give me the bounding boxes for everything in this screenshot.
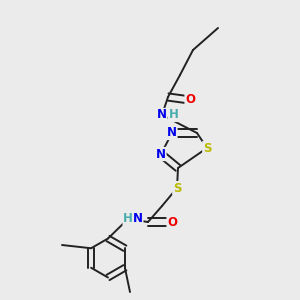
Text: N: N [167,127,177,140]
Text: N: N [157,109,167,122]
Text: S: S [203,142,211,154]
Text: O: O [185,94,195,106]
Text: H: H [123,212,133,226]
Text: N: N [133,212,143,226]
Text: S: S [173,182,181,194]
Text: N: N [156,148,166,160]
Text: O: O [167,215,177,229]
Text: H: H [169,109,178,122]
